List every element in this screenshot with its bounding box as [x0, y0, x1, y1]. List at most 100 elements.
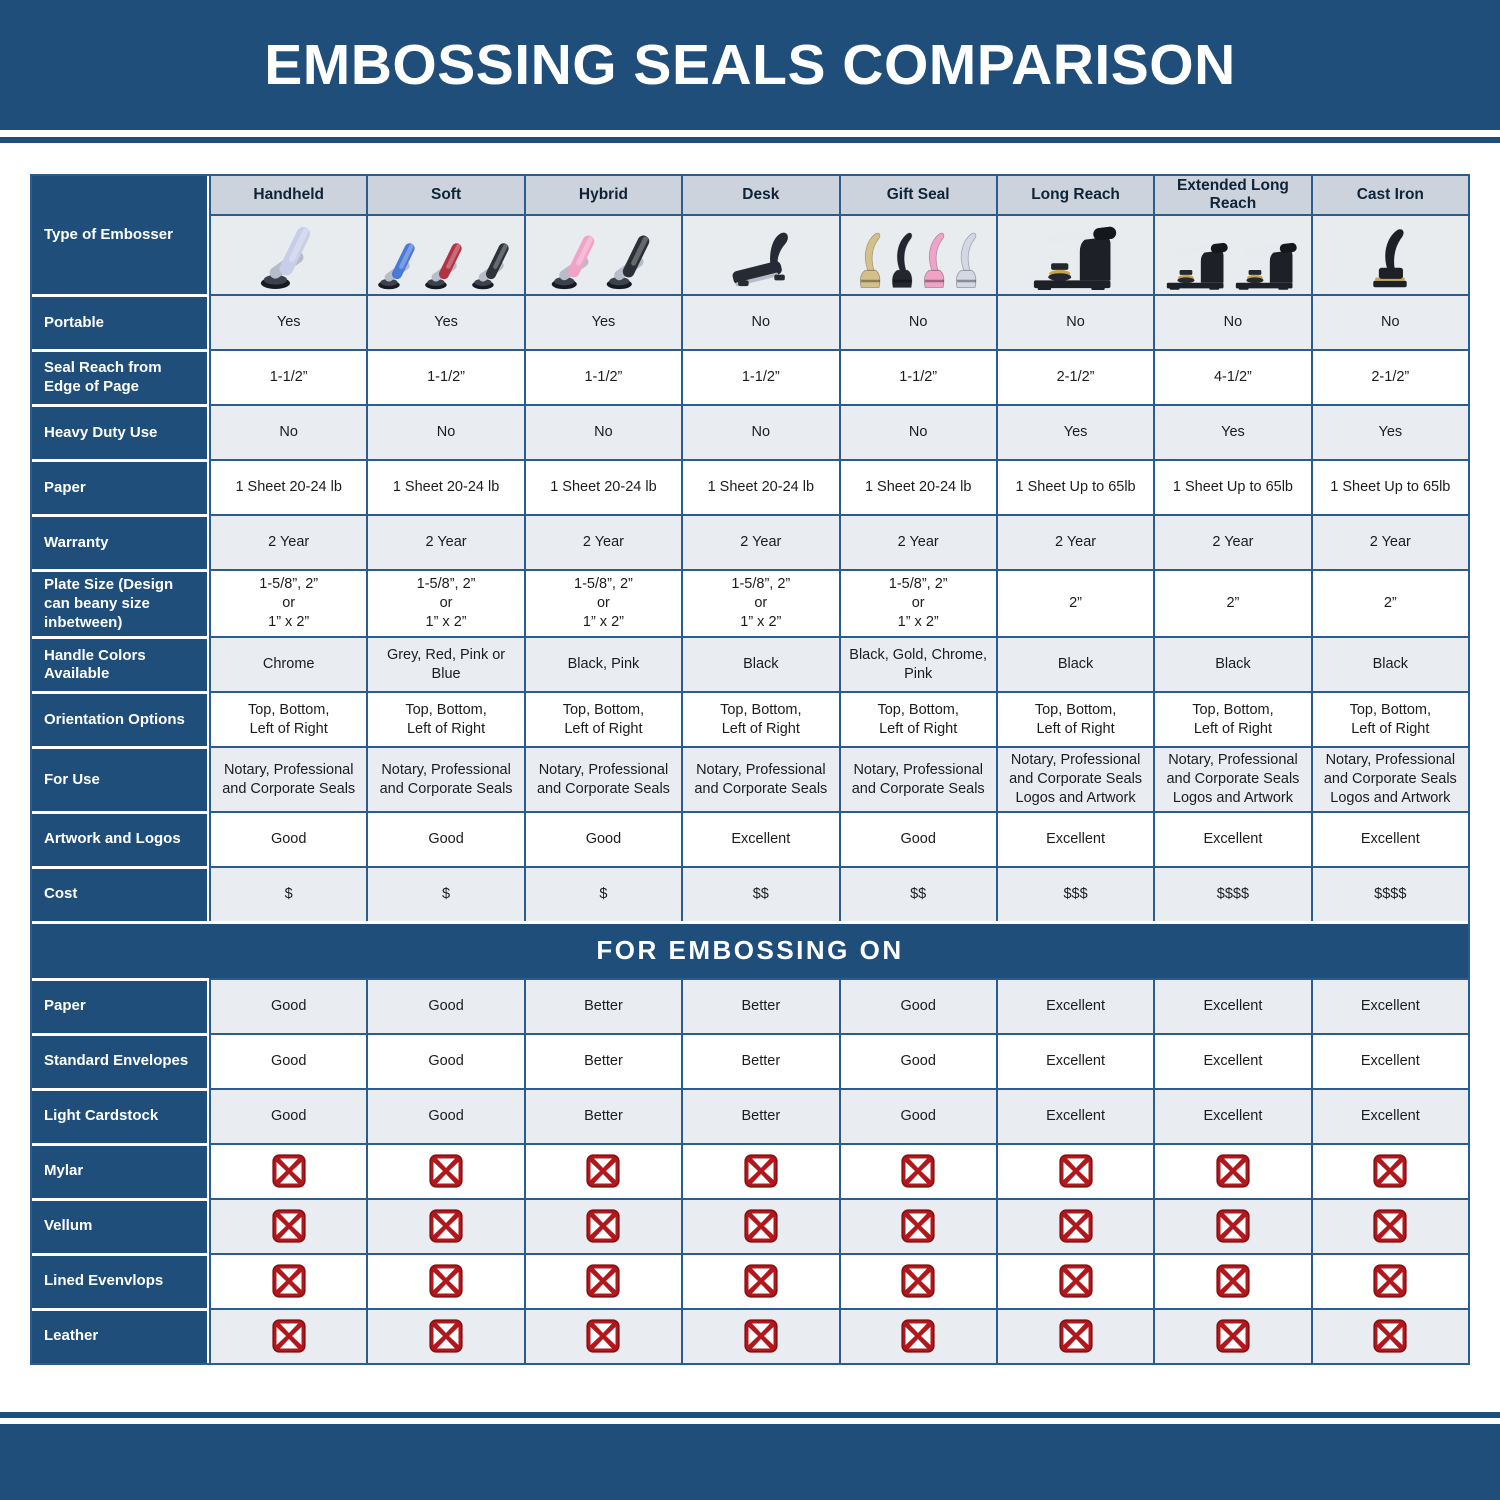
table-cell-not-supported	[995, 1307, 1154, 1363]
table-cell-not-supported	[681, 1197, 839, 1253]
handheld-embosser-image	[209, 214, 367, 294]
row-label-type-of-embosser: Type of Embosser	[32, 176, 209, 294]
red-x-icon	[586, 1319, 621, 1353]
table-cell: Notary, Professional and Corporate Seals	[523, 746, 682, 811]
table-cell: Good	[209, 1032, 367, 1088]
table-cell-not-supported	[366, 1307, 524, 1363]
table-cell-not-supported	[523, 1197, 682, 1253]
table-cell-not-supported	[523, 1307, 682, 1363]
red-x-icon	[1216, 1209, 1250, 1243]
table-cell: No	[838, 404, 996, 459]
row-label-cost: Cost	[32, 865, 209, 921]
table-cell-not-supported	[995, 1197, 1154, 1253]
red-x-icon	[901, 1154, 935, 1188]
table-cell: $$$$	[1153, 865, 1311, 921]
table-cell: Yes	[995, 404, 1154, 459]
table-cell: Black	[1310, 636, 1468, 692]
table-cell-not-supported	[995, 1142, 1154, 1198]
header-divider-gap	[0, 130, 1500, 137]
table-cell: Top, Bottom, Left of Right	[523, 691, 682, 747]
table-cell: 1-5/8”, 2” or 1” x 2”	[209, 569, 367, 637]
row-label-standard-envelopes: Standard Envelopes	[32, 1032, 209, 1088]
extended-long-reach-embosser-image	[1153, 214, 1311, 294]
table-cell-not-supported	[681, 1142, 839, 1198]
table-cell-not-supported	[523, 1142, 682, 1198]
table-cell: $$	[838, 865, 996, 921]
table-cell: $$$$	[1310, 865, 1468, 921]
table-cell: Good	[523, 810, 682, 866]
table-cell-not-supported	[1310, 1252, 1468, 1308]
table-cell-not-supported	[838, 1142, 996, 1198]
table-cell-not-supported	[1153, 1142, 1311, 1198]
table-cell: 2 Year	[1153, 514, 1311, 569]
table-cell: 2 Year	[995, 514, 1154, 569]
table-cell: Yes	[1310, 404, 1468, 459]
table-cell: $$	[681, 865, 839, 921]
table-cell: 1-1/2”	[209, 349, 367, 404]
row-label-artwork-and-logos: Artwork and Logos	[32, 810, 209, 866]
row-label-lined-evenvlops: Lined Evenvlops	[32, 1252, 209, 1308]
red-x-icon	[1216, 1264, 1250, 1298]
table-cell: Excellent	[1153, 1032, 1311, 1088]
table-cell: Yes	[1153, 404, 1311, 459]
table-cell-not-supported	[838, 1197, 996, 1253]
table-cell: 2”	[1153, 569, 1311, 637]
table-cell: $$$	[995, 865, 1154, 921]
table-cell: No	[681, 404, 839, 459]
table-cell: Black, Gold, Chrome, Pink	[838, 636, 996, 692]
table-cell: Good	[366, 810, 524, 866]
column-header-cast-iron: Cast Iron	[1310, 176, 1468, 214]
table-cell-not-supported	[838, 1252, 996, 1308]
column-header-extended-long-reach: Extended Long Reach	[1153, 176, 1311, 214]
comparison-table-area: Type of Embosser Handheld Soft Hybrid Desk Gi…	[30, 174, 1470, 1365]
table-cell: Better	[681, 1032, 839, 1088]
table-cell-not-supported	[366, 1252, 524, 1308]
red-x-icon	[744, 1209, 778, 1243]
table-cell: Top, Bottom, Left of Right	[995, 691, 1154, 747]
table-cell: $	[209, 865, 367, 921]
table-cell-not-supported	[1153, 1197, 1311, 1253]
gift-seal-embosser-image	[838, 214, 996, 294]
table-cell: Excellent	[995, 810, 1154, 866]
row-label-paper: Paper	[32, 977, 209, 1033]
cast-iron-embosser-image	[1310, 214, 1468, 294]
red-x-icon	[1373, 1209, 1407, 1243]
section-title-for-embossing-on: FOR EMBOSSING ON	[32, 920, 1468, 978]
column-header-long-reach: Long Reach	[995, 176, 1154, 214]
table-cell: 2 Year	[681, 514, 839, 569]
table-cell: No	[523, 404, 682, 459]
row-label-handle-colors-available: Handle Colors Available	[32, 636, 209, 692]
table-cell: Good	[366, 1087, 524, 1143]
table-cell: Good	[366, 977, 524, 1033]
table-cell: Black	[1153, 636, 1311, 692]
column-header-hybrid: Hybrid	[523, 176, 682, 214]
row-label-leather: Leather	[32, 1307, 209, 1363]
table-cell-not-supported	[1310, 1197, 1468, 1253]
table-cell: Excellent	[1153, 977, 1311, 1033]
table-cell: 1 Sheet 20-24 lb	[209, 459, 367, 514]
table-cell: Good	[838, 810, 996, 866]
red-x-icon	[272, 1209, 306, 1243]
desk-embosser-image	[681, 214, 839, 294]
table-cell: Chrome	[209, 636, 367, 692]
table-cell: 2 Year	[838, 514, 996, 569]
table-cell-not-supported	[366, 1197, 524, 1253]
table-cell: Top, Bottom, Left of Right	[1310, 691, 1468, 747]
table-cell: No	[1310, 294, 1468, 349]
table-cell: No	[209, 404, 367, 459]
table-cell: Yes	[523, 294, 682, 349]
red-x-icon	[586, 1154, 621, 1188]
red-x-icon	[1373, 1319, 1407, 1353]
table-cell: Good	[838, 1087, 996, 1143]
table-cell: Excellent	[1310, 977, 1468, 1033]
page-title: EMBOSSING SEALS COMPARISON	[264, 33, 1236, 97]
table-cell: Notary, Professional and Corporate Seals	[366, 746, 524, 811]
row-label-orientation-options: Orientation Options	[32, 691, 209, 747]
column-header-gift-seal: Gift Seal	[838, 176, 996, 214]
row-label-mylar: Mylar	[32, 1142, 209, 1198]
hybrid-embosser-image	[523, 214, 682, 294]
table-cell-not-supported	[681, 1252, 839, 1308]
table-cell: No	[1153, 294, 1311, 349]
soft-embosser-image	[366, 214, 524, 294]
